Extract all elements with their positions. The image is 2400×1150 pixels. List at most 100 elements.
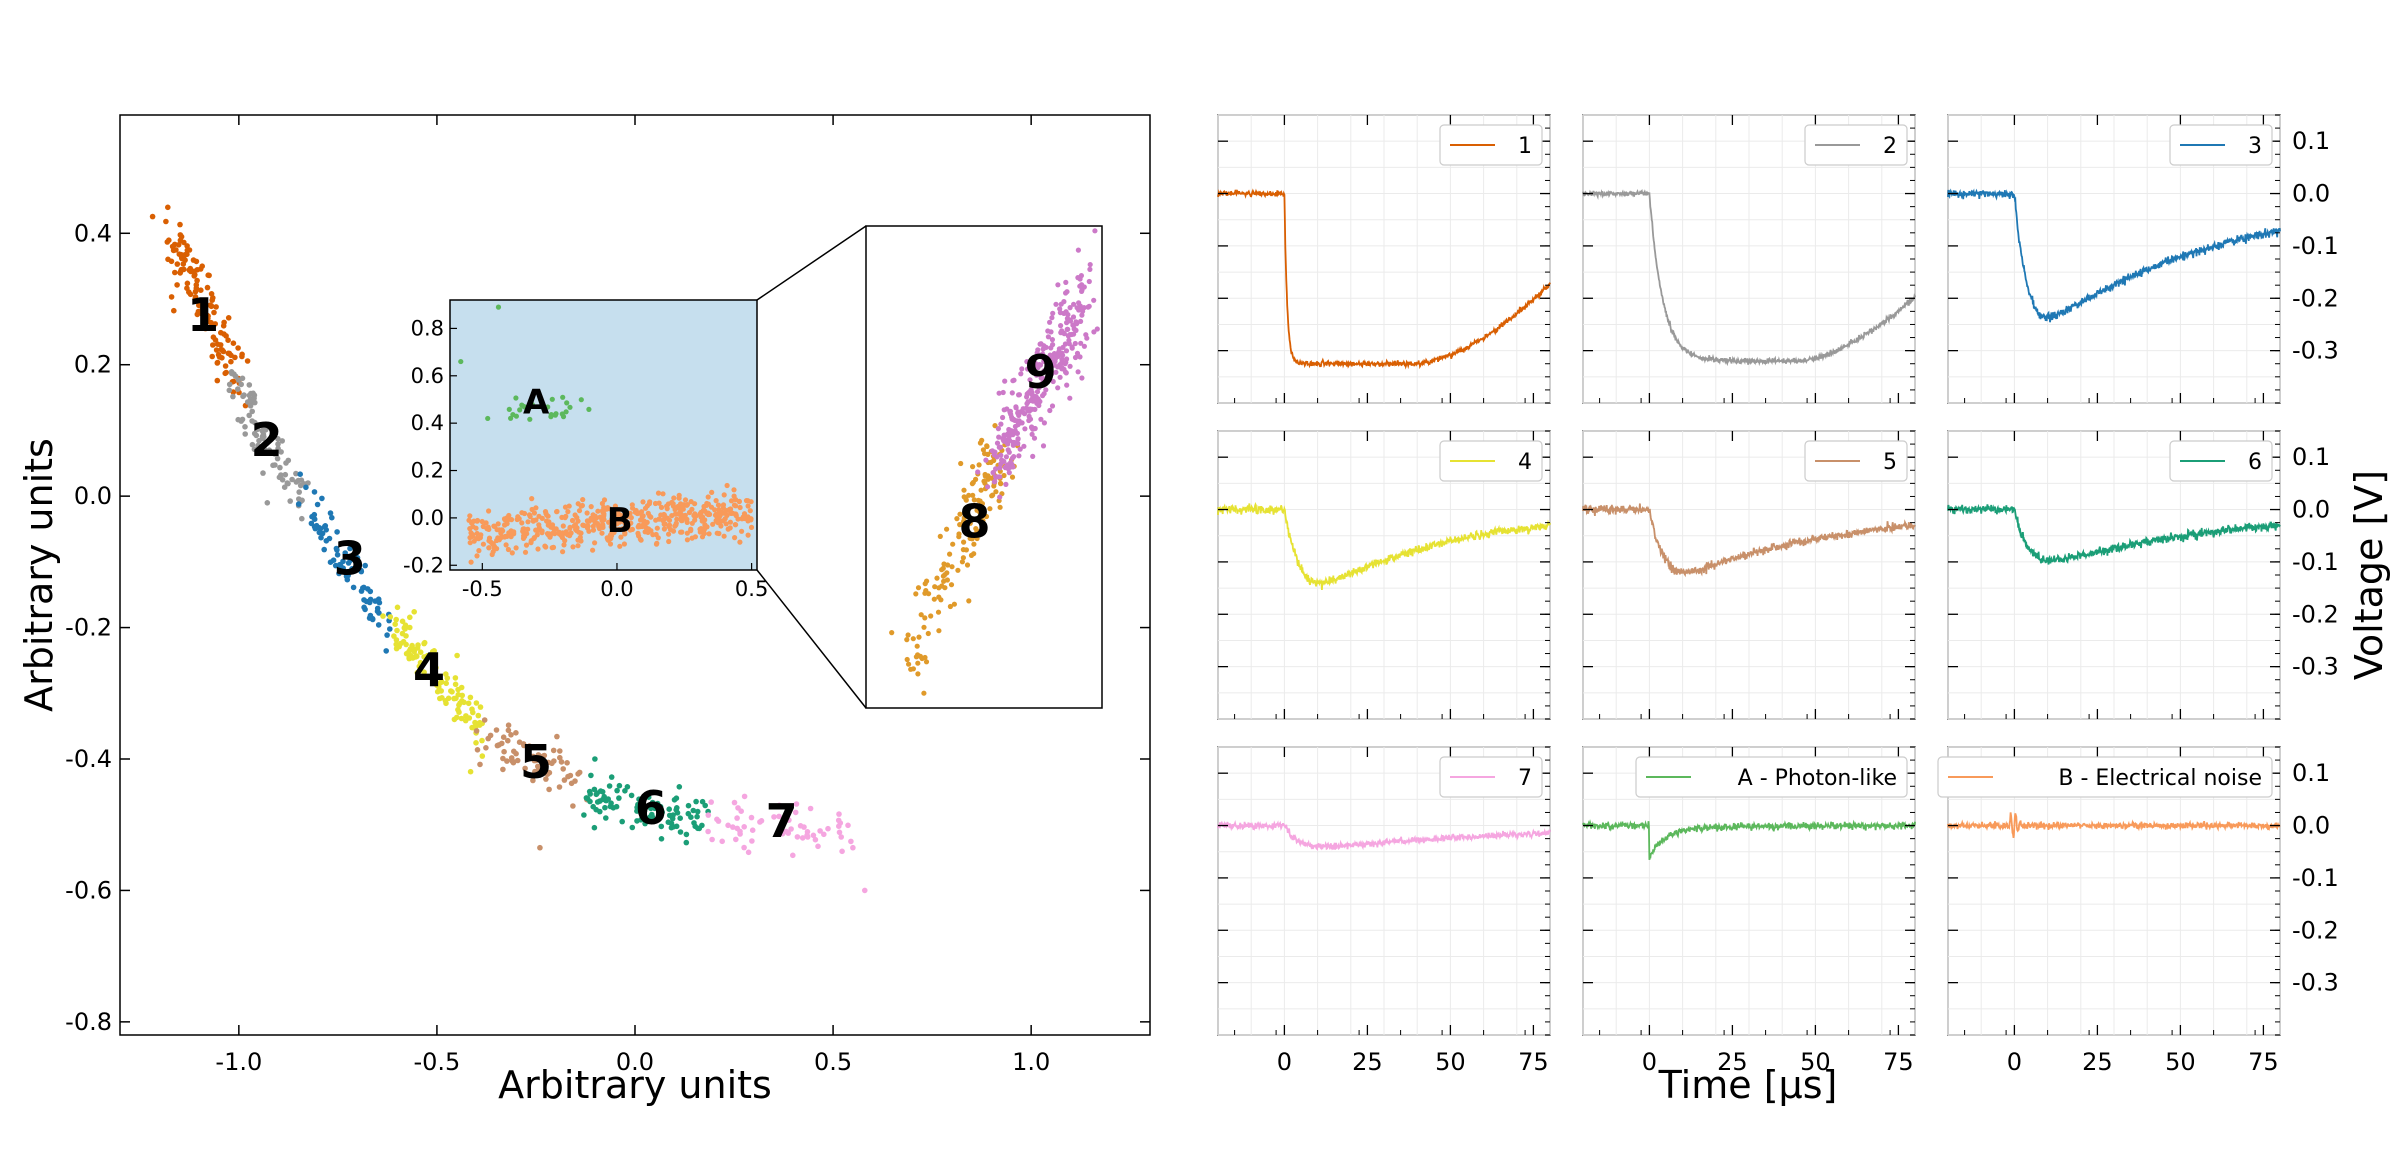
zoom-frame [865, 225, 1103, 709]
zoom-point-cluster-9 [1067, 395, 1073, 401]
inset-point-cluster-B [483, 520, 489, 526]
zoom-point-cluster-9 [1028, 406, 1034, 412]
zoom-point-cluster-8 [983, 513, 990, 520]
inset-point-cluster-B [682, 515, 688, 521]
zoom-point-cluster-8 [948, 582, 955, 588]
zoom-point-cluster-9 [1055, 282, 1061, 288]
cluster-label-1: 1 [187, 288, 219, 342]
main-y-axis-label: Arbitrary units [17, 438, 61, 712]
zoom-point-cluster-8 [969, 536, 975, 542]
scatter-point-cluster-3 [344, 569, 350, 575]
scatter-point-cluster-6 [694, 808, 701, 815]
scatter-point-cluster-7 [776, 802, 783, 809]
inset-point-cluster-A [560, 414, 567, 420]
inset-point-cluster-B [491, 523, 497, 529]
scatter-point-cluster-2 [287, 498, 294, 504]
inset-point-cluster-B [539, 530, 545, 536]
scatter-point-cluster-2 [289, 476, 295, 483]
zoom-point-cluster-8 [980, 447, 987, 453]
scatter-point-cluster-3 [354, 555, 361, 561]
scatter-point-cluster-7 [836, 823, 842, 829]
zoom-point-cluster-8 [956, 534, 962, 540]
scatter-point-cluster-2 [260, 431, 267, 438]
scatter-point-cluster-2 [270, 462, 276, 469]
scatter-point-cluster-5 [477, 761, 483, 768]
zoom-point-outlier [1092, 228, 1098, 234]
waveform-panel-8: 0 25 50 75 A - Photon-like [1582, 746, 1916, 1076]
zoom-point-cluster-9 [1071, 301, 1077, 307]
inset-point-cluster-B [560, 549, 566, 555]
zoom-point-cluster-9 [1086, 278, 1092, 285]
inset-point-cluster-B [742, 514, 748, 521]
scatter-point-cluster-4 [394, 604, 401, 611]
scatter-point-cluster-6 [597, 808, 603, 815]
scatter-point-cluster-6 [668, 824, 675, 831]
scatter-point-cluster-3 [308, 520, 315, 527]
zoom-point-cluster-9 [1011, 377, 1017, 383]
scatter-point-cluster-7 [801, 824, 807, 830]
scatter-point-cluster-6 [690, 807, 697, 814]
inset-point-cluster-B [494, 537, 500, 544]
zoom-point-cluster-9 [1017, 446, 1023, 452]
inset-point-cluster-B [653, 541, 660, 547]
scatter-point-cluster-6 [658, 823, 665, 830]
inset-point-cluster-B [607, 535, 613, 542]
scatter-point-cluster-1 [177, 232, 184, 238]
scatter-point-cluster-6 [645, 794, 652, 800]
inset-point-cluster-B [715, 502, 722, 508]
inset-point-cluster-B [705, 494, 711, 500]
inset-point-cluster-B [720, 502, 727, 508]
scatter-point-cluster-3 [334, 552, 341, 558]
inset-point-cluster-B [702, 523, 708, 529]
scatter-point-cluster-1 [202, 325, 209, 332]
zoom-point-cluster-9 [1031, 435, 1038, 441]
zoom-point-cluster-9 [1038, 416, 1044, 422]
zoom-point-cluster-9 [1045, 328, 1051, 334]
inset-point-cluster-B [576, 508, 583, 514]
inset-point-cluster-B [599, 500, 606, 507]
inset-point-cluster-B [480, 541, 486, 547]
zoom-point-cluster-8 [982, 473, 989, 479]
scatter-point-cluster-3 [345, 560, 352, 566]
main-x-axis-label: Arbitrary units [498, 1063, 772, 1107]
inset-point-cluster-B [468, 559, 474, 565]
zoom-point-cluster-8 [963, 497, 969, 503]
scatter-point-cluster-6 [673, 795, 680, 801]
scatter-point-cluster-5 [500, 755, 506, 762]
inset-point-cluster-B [680, 504, 686, 510]
scatter-point-cluster-3 [314, 501, 321, 508]
scatter-point-cluster-1 [199, 263, 205, 270]
zoom-point-cluster-8 [961, 539, 967, 545]
inset-point-cluster-B [664, 515, 670, 521]
inset-point-cluster-B [684, 537, 691, 543]
scatter-point-cluster-4 [475, 712, 482, 719]
scatter-point-cluster-1 [204, 284, 211, 291]
zoom-point-cluster-9 [1067, 363, 1073, 369]
scatter-point-cluster-7 [730, 824, 736, 830]
scatter-point-cluster-7 [794, 834, 801, 840]
scatter-point-cluster-5 [557, 754, 563, 761]
zoom-point-cluster-9 [990, 470, 996, 476]
zoom-point-cluster-8 [908, 666, 914, 672]
zoom-point-cluster-9 [1022, 426, 1028, 432]
scatter-point-cluster-5 [501, 748, 507, 755]
zoom-point-cluster-9 [1071, 322, 1077, 328]
inset-point-cluster-B [556, 529, 562, 535]
zoom-point-cluster-9 [1081, 305, 1087, 311]
scatter-point-cluster-5 [543, 776, 549, 782]
scatter-point-cluster-4 [393, 637, 400, 643]
scatter-point-cluster-7 [815, 843, 821, 850]
inset-point-cluster-A [560, 394, 566, 400]
zoom-point-cluster-8 [904, 656, 910, 663]
scatter-point-cluster-3 [344, 576, 351, 583]
zoom-point-cluster-9 [1051, 351, 1057, 357]
scatter-point-cluster-4 [407, 614, 413, 621]
y-tick-label: -0.3 [2292, 653, 2339, 681]
scatter-point-cluster-5 [522, 765, 528, 772]
zoom-point-cluster-9 [1050, 378, 1056, 385]
zoom-point-cluster-9 [1040, 443, 1047, 449]
zoom-point-cluster-9 [985, 484, 991, 490]
inset-point-cluster-B [667, 526, 674, 533]
inset-point-cluster-A [513, 413, 520, 419]
y-tick-label: -0.2 [2292, 284, 2339, 312]
